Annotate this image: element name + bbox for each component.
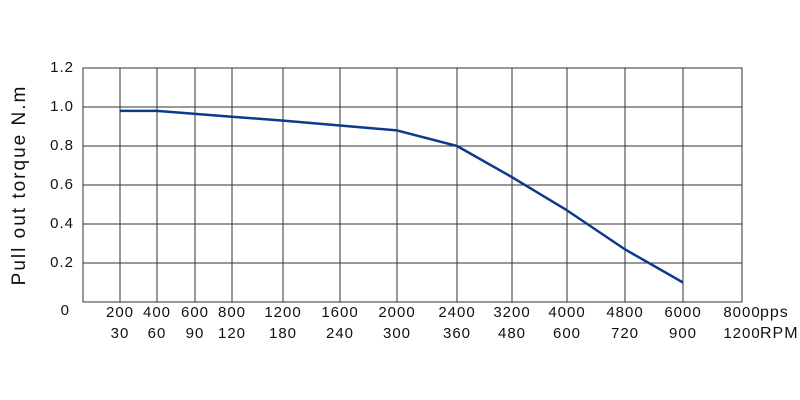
x-tick-label: 200 <box>106 304 134 321</box>
x2-tick-label: 90 <box>186 325 205 342</box>
x2-tick-label: 300 <box>383 325 411 342</box>
y-tick-label: 0.6 <box>50 176 74 193</box>
x2-tick-label: 600 <box>553 325 581 342</box>
y-tick-label: 0 <box>61 302 70 319</box>
x2-tick-label: 30 <box>111 325 130 342</box>
y-axis-label: Pull out torque N.m <box>9 85 30 286</box>
y-tick-label: 1.2 <box>50 59 74 76</box>
x-tick-label: 3200 <box>493 304 530 321</box>
x-tick-label: 4800 <box>606 304 643 321</box>
x2-tick-label: 60 <box>148 325 167 342</box>
y-tick-label: 0.4 <box>50 215 74 232</box>
x2-tick-label: 480 <box>498 325 526 342</box>
x-tick-label: 400 <box>143 304 171 321</box>
x-tick-label: 8000 <box>723 304 760 321</box>
x2-tick-label: 120 <box>218 325 246 342</box>
x2-tick-label: 240 <box>326 325 354 342</box>
x-tick-label: 600 <box>181 304 209 321</box>
x2-tick-label: 180 <box>269 325 297 342</box>
x2-tick-label: 360 <box>443 325 471 342</box>
x2-axis-label: RPM <box>760 325 799 342</box>
x-tick-label: 1600 <box>321 304 358 321</box>
x-axis-label: pps <box>760 304 789 321</box>
x2-tick-label: 900 <box>669 325 697 342</box>
y-tick-label: 1.0 <box>50 98 74 115</box>
x2-tick-label: 1200 <box>723 325 760 342</box>
x-tick-label: 2000 <box>378 304 415 321</box>
x-tick-label: 1200 <box>264 304 301 321</box>
line <box>120 109 684 284</box>
x2-tick-label: 720 <box>611 325 639 342</box>
x-tick-label: 800 <box>218 304 246 321</box>
y-tick-label: 0.2 <box>50 254 74 271</box>
y-tick-label: 0.8 <box>50 137 74 154</box>
x-tick-label: 2400 <box>438 304 475 321</box>
x-tick-label: 4000 <box>548 304 585 321</box>
x-tick-label: 6000 <box>664 304 701 321</box>
